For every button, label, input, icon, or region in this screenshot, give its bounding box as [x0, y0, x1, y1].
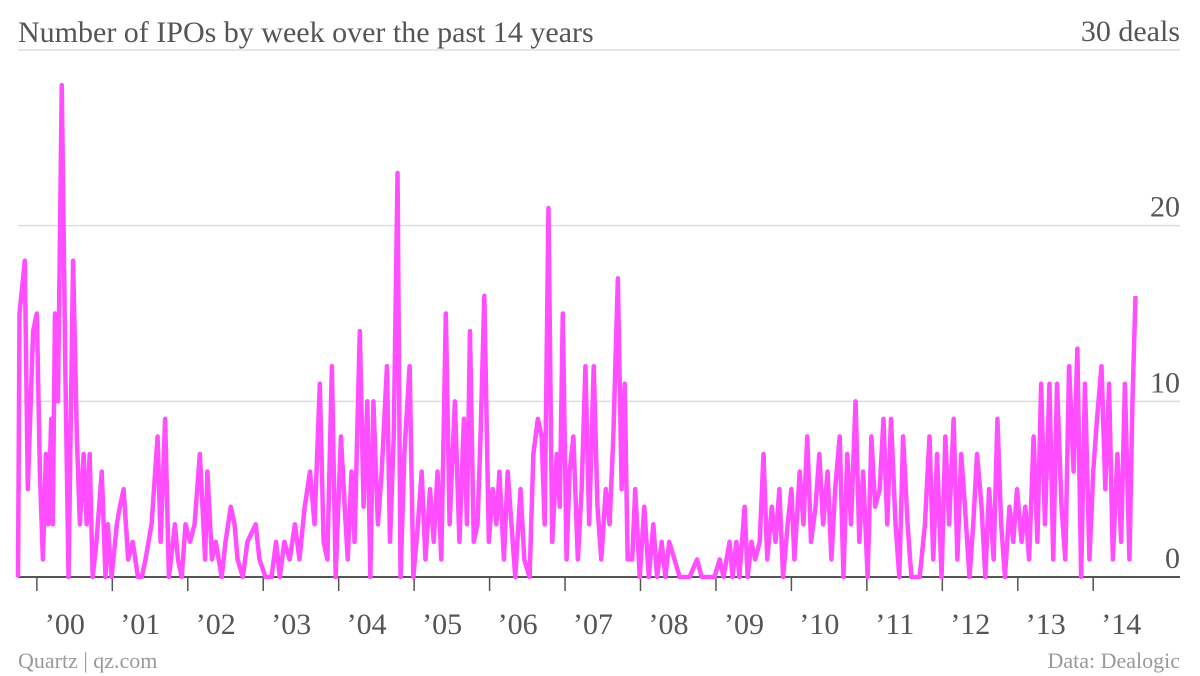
- chart-title: Number of IPOs by week over the past 14 …: [18, 16, 594, 49]
- x-tick-label: ’02: [196, 608, 236, 641]
- x-tick-label: ’00: [45, 608, 85, 641]
- x-tick-label: ’14: [1101, 608, 1141, 641]
- x-tick-label: ’13: [1026, 608, 1066, 641]
- x-tick-label: ’12: [950, 608, 990, 641]
- x-tick-label: ’04: [347, 608, 387, 641]
- x-tick-label: ’06: [498, 608, 538, 641]
- x-tick-label: ’09: [724, 608, 764, 641]
- data-line: [15, 82, 1138, 580]
- source-right: Data: Dealogic: [1047, 648, 1180, 673]
- y-tick-label: 30 deals: [1081, 15, 1180, 48]
- y-tick-label: 10: [1150, 366, 1180, 399]
- x-tick-label: ’07: [573, 608, 613, 641]
- x-tick-label: ’11: [875, 608, 914, 641]
- x-tick-label: ’03: [271, 608, 311, 641]
- y-tick-label: 20: [1150, 191, 1180, 224]
- x-tick-label: ’05: [422, 608, 462, 641]
- x-tick-label: ’01: [120, 608, 160, 641]
- y-tick-label: 0: [1165, 542, 1180, 575]
- x-tick-label: ’10: [799, 608, 839, 641]
- x-tick-label: ’08: [649, 608, 689, 641]
- source-left: Quartz | qz.com: [18, 648, 157, 673]
